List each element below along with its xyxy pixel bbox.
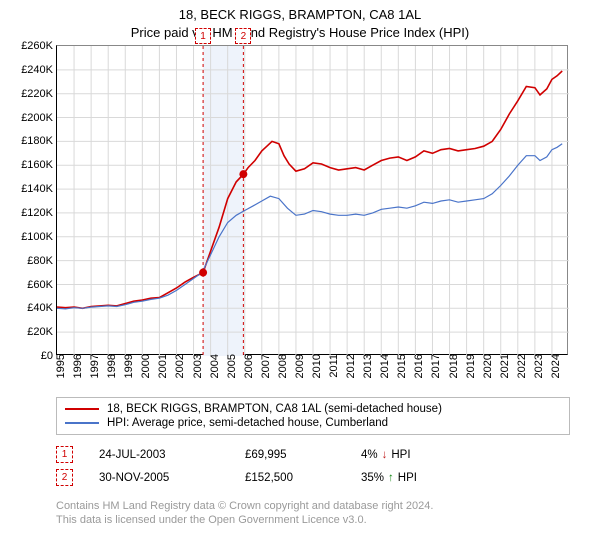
- sale-price: £152,500: [245, 472, 335, 484]
- title-subtitle: Price paid vs. HM Land Registry's House …: [0, 24, 600, 42]
- x-axis-label: 2006: [241, 354, 255, 378]
- legend-label: HPI: Average price, semi-detached house,…: [107, 417, 388, 429]
- sale-price: £69,995: [245, 449, 335, 461]
- x-axis-label: 2014: [377, 354, 391, 378]
- y-axis-label: £120K: [21, 207, 57, 219]
- legend-row: HPI: Average price, semi-detached house,…: [65, 416, 561, 430]
- sale-delta: 4% ↓HPI: [361, 449, 411, 461]
- x-axis-label: 2018: [446, 354, 460, 378]
- x-axis-label: 2000: [138, 354, 152, 378]
- arrow-up-icon: ↑: [388, 472, 394, 484]
- series-price_paid: [57, 71, 562, 308]
- x-axis-label: 1996: [70, 354, 84, 378]
- sale-number-box: 1: [56, 446, 73, 463]
- y-axis-label: £200K: [21, 112, 57, 124]
- sale-delta-label: HPI: [391, 449, 410, 461]
- sale-marker-label: 1: [195, 28, 211, 44]
- sale-delta-pct: 35%: [361, 472, 384, 484]
- x-axis-label: 1995: [53, 354, 67, 378]
- legend-label: 18, BECK RIGGS, BRAMPTON, CA8 1AL (semi-…: [107, 403, 442, 415]
- y-axis-label: £260K: [21, 40, 57, 52]
- sale-marker-dot: [199, 269, 207, 277]
- x-axis-label: 2024: [548, 354, 562, 378]
- sale-delta-label: HPI: [398, 472, 417, 484]
- sale-date: 30-NOV-2005: [99, 472, 219, 484]
- sale-date: 24-JUL-2003: [99, 449, 219, 461]
- y-axis-label: £60K: [27, 279, 57, 291]
- y-axis-label: £100K: [21, 231, 57, 243]
- x-axis-label: 2015: [394, 354, 408, 378]
- legend-swatch: [65, 408, 99, 410]
- x-axis-label: 2008: [275, 354, 289, 378]
- y-axis-label: £180K: [21, 135, 57, 147]
- x-axis-label: 2021: [497, 354, 511, 378]
- x-axis-label: 2012: [343, 354, 357, 378]
- sale-marker-label: 2: [235, 28, 251, 44]
- y-axis-label: £160K: [21, 159, 57, 171]
- x-axis-label: 2017: [428, 354, 442, 378]
- x-axis-label: 2002: [172, 354, 186, 378]
- sale-number-box: 2: [56, 469, 73, 486]
- sales-table: 124-JUL-2003£69,9954%↓HPI230-NOV-2005£15…: [56, 443, 570, 489]
- sale-delta-pct: 4%: [361, 449, 378, 461]
- x-axis-label: 2007: [258, 354, 272, 378]
- legend: 18, BECK RIGGS, BRAMPTON, CA8 1AL (semi-…: [56, 397, 570, 435]
- y-axis-label: £240K: [21, 64, 57, 76]
- y-axis-label: £80K: [27, 255, 57, 267]
- sale-marker-dot: [239, 170, 247, 178]
- x-axis-label: 1999: [121, 354, 135, 378]
- x-axis-label: 2022: [514, 354, 528, 378]
- sale-delta: 35% ↑ HPI: [361, 472, 417, 484]
- y-axis-label: £220K: [21, 88, 57, 100]
- footnote-line-1: Contains HM Land Registry data © Crown c…: [56, 499, 570, 513]
- chart-area: £0£20K£40K£60K£80K£100K£120K£140K£160K£1…: [56, 45, 568, 391]
- x-axis-label: 1997: [87, 354, 101, 378]
- legend-row: 18, BECK RIGGS, BRAMPTON, CA8 1AL (semi-…: [65, 402, 561, 416]
- x-axis-label: 2016: [411, 354, 425, 378]
- x-axis-label: 2001: [155, 354, 169, 378]
- x-axis-label: 2020: [480, 354, 494, 378]
- title-address: 18, BECK RIGGS, BRAMPTON, CA8 1AL: [0, 6, 600, 24]
- y-axis-label: £140K: [21, 183, 57, 195]
- x-axis-label: 2023: [531, 354, 545, 378]
- arrow-down-icon: ↓: [382, 449, 388, 461]
- plot-area: £0£20K£40K£60K£80K£100K£120K£140K£160K£1…: [56, 45, 568, 355]
- sale-row: 1 24-JUL-2003 £69,995 4% ↓HPI: [56, 443, 570, 466]
- x-axis-label: 2004: [207, 354, 221, 378]
- title-block: 18, BECK RIGGS, BRAMPTON, CA8 1AL Price …: [0, 6, 600, 41]
- x-axis-label: 2010: [309, 354, 323, 378]
- x-axis-label: 2005: [224, 354, 238, 378]
- x-axis-label: 2013: [360, 354, 374, 378]
- legend-swatch: [65, 422, 99, 424]
- x-axis-label: 2011: [326, 354, 340, 378]
- footnote-line-2: This data is licensed under the Open Gov…: [56, 513, 570, 527]
- y-axis-label: £20K: [27, 326, 57, 338]
- footnote: Contains HM Land Registry data © Crown c…: [56, 499, 570, 528]
- x-axis-label: 2009: [292, 354, 306, 378]
- x-axis-label: 2019: [463, 354, 477, 378]
- x-axis-label: 2003: [190, 354, 204, 378]
- sale-row: 2 30-NOV-2005 £152,500 35% ↑ HPI: [56, 466, 570, 489]
- x-axis-label: 1998: [104, 354, 118, 378]
- y-axis-label: £40K: [27, 302, 57, 314]
- chart-container: 18, BECK RIGGS, BRAMPTON, CA8 1AL Price …: [0, 0, 600, 560]
